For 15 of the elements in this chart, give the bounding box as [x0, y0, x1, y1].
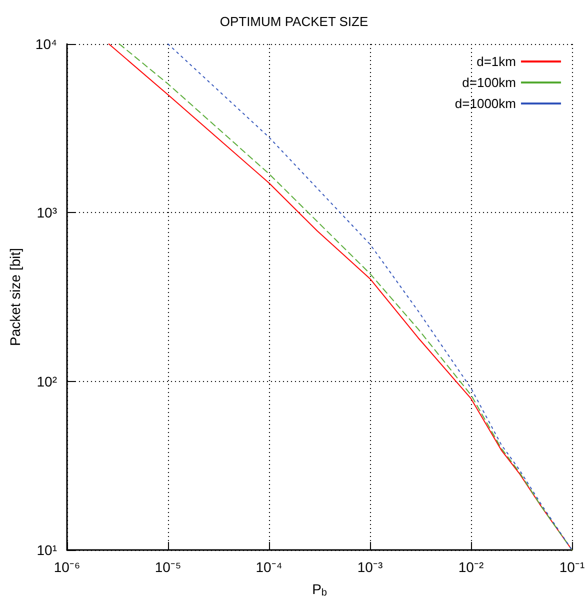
- y-tick-label: 10¹: [36, 542, 58, 558]
- x-tick-label: 10⁻¹: [559, 559, 585, 575]
- legend-label: d=1000km: [454, 96, 516, 111]
- y-axis-title: Packet size [bit]: [7, 248, 23, 346]
- y-tick-label: 10³: [36, 204, 58, 221]
- x-tick-label: 10⁻⁵: [154, 559, 182, 575]
- y-tick-label: 10⁴: [35, 36, 57, 52]
- chart-title: OPTIMUM PACKET SIZE: [220, 14, 368, 29]
- x-tick-label: 10⁻²: [458, 559, 484, 575]
- x-tick-label: 10⁻⁶: [54, 559, 80, 575]
- y-tick-label: 10²: [36, 373, 58, 390]
- x-tick-label: 10⁻⁴: [256, 559, 282, 575]
- legend-label: d=100km: [462, 75, 516, 90]
- legend-label: d=1km: [476, 54, 516, 69]
- x-tick-label: 10⁻³: [357, 559, 383, 575]
